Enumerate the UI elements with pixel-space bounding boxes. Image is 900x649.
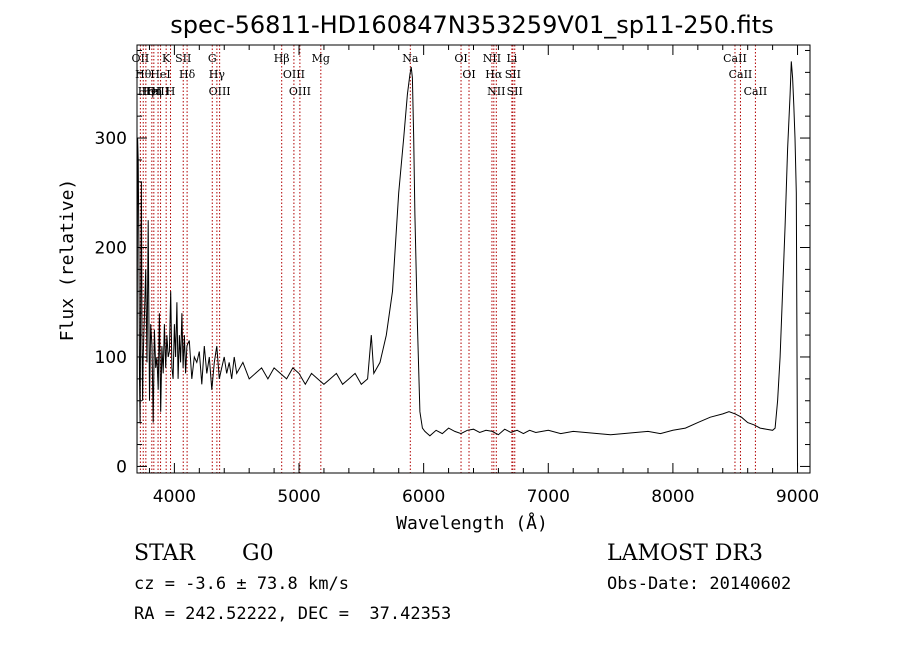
chart-title: spec-56811-HD160847N353259V01_sp11-250.f… [170,11,773,39]
y-axis-ticks: 0 100 200 300 [95,49,810,477]
line-marker-label: SII [505,68,521,81]
line-marker-label: NII [487,85,505,98]
x-tick-label: 5000 [277,487,320,507]
object-class: STAR [134,541,196,566]
x-tick-label: 7000 [527,487,570,507]
y-tick-label: 100 [95,348,127,368]
line-marker-label: CaII [723,52,747,65]
y-axis-label: Flux (relative) [57,179,78,342]
line-marker-label: HeI [142,85,162,98]
redshift-cz: cz = -3.6 ± 73.8 km/s [134,574,349,594]
spectrum-series-line [136,61,798,467]
line-marker-label: HeI [150,68,170,81]
line-marker-label: Hβ [274,52,290,65]
line-marker-label: SII [175,52,191,65]
line-markers [139,45,756,473]
x-axis-ticks: 4000 5000 6000 7000 8000 9000 [148,45,819,507]
line-marker-label: Mg [312,52,330,65]
line-marker-label: NII [483,52,501,65]
y-tick-label: 200 [95,239,127,259]
line-marker-label: H [166,85,176,98]
line-marker-label: OI [462,68,475,81]
x-axis-label: Wavelength (Å) [396,512,548,534]
x-tick-label: 4000 [153,487,196,507]
line-marker-label: OI [454,52,467,65]
observation-date: Obs-Date: 20140602 [607,574,791,594]
x-tick-label: 9000 [776,487,819,507]
y-tick-label: 0 [116,457,127,477]
line-marker-label: Hθ [135,68,152,81]
line-marker-label: Hη [146,85,162,98]
line-marker-label: G [208,52,217,65]
coordinates: RA = 242.52222, DEC = 37.42353 [134,604,451,624]
line-marker-label: OIII [289,85,311,98]
y-tick-label: 300 [95,129,127,149]
line-marker-label: OIII [283,68,305,81]
line-marker-label: Hα [485,68,503,81]
line-marker-label: OIII [209,85,231,98]
line-marker-labels: OIIHθHηHeIHηOIIIHeIKHSIIHδGHγOIIIHβOIIIO… [132,52,768,98]
survey-name: LAMOST DR3 [607,541,763,566]
line-marker-label: K [162,52,171,65]
object-subclass: G0 [242,541,274,566]
line-marker-label: Hδ [179,68,196,81]
line-marker-label: Na [402,52,419,65]
line-marker-label: SII [507,85,523,98]
line-marker-label: CaII [744,85,768,98]
line-marker-label: CaII [729,68,753,81]
line-marker-label: OII [132,52,150,65]
line-marker-label: OIII [147,85,169,98]
line-marker-label: Li [506,52,517,65]
x-tick-label: 6000 [402,487,445,507]
plot-frame [136,44,811,474]
x-tick-label: 8000 [651,487,694,507]
line-marker-label: Hγ [209,68,226,81]
